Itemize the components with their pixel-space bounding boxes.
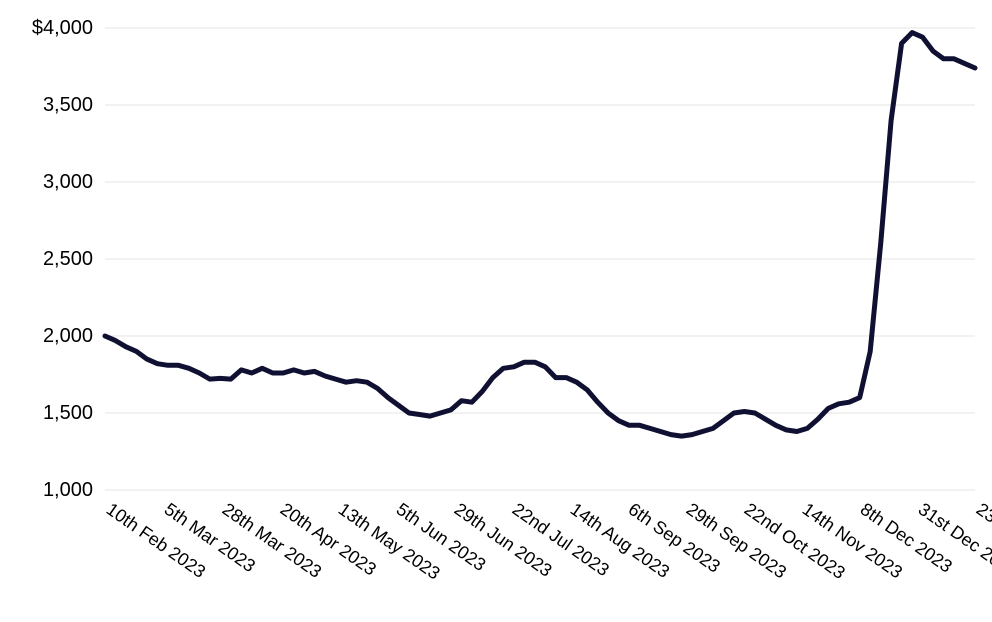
x-tick-label: 29th Sep 2023: [683, 499, 790, 583]
y-tick-label: 1,000: [43, 479, 93, 501]
x-tick-label: 28th Mar 2023: [219, 499, 326, 582]
chart-svg: 1,000 1,500 2,000 2,500 3,000 3,500 $4,000 10th…: [0, 0, 992, 622]
y-tick-label: $4,000: [32, 17, 93, 39]
x-tick-label: 22nd Oct 2023: [741, 499, 849, 583]
price-series-line: [105, 33, 975, 437]
line-chart: 1,000 1,500 2,000 2,500 3,000 3,500 $4,000 10th…: [0, 0, 992, 622]
x-tick-label: 14th Nov 2023: [799, 499, 906, 583]
y-tick-label: 3,000: [43, 171, 93, 193]
y-tick-label: 2,000: [43, 325, 93, 347]
y-tick-label: 1,500: [43, 402, 93, 424]
x-tick-label: 13th May 2023: [335, 499, 444, 584]
y-tick-label: 2,500: [43, 248, 93, 270]
y-tick-label: 3,500: [43, 94, 93, 116]
x-tick-label: 29th Jun 2023: [451, 499, 556, 581]
x-tick-label: 14th Aug 2023: [567, 499, 674, 582]
x-tick-label: 10th Feb 2023: [103, 499, 210, 582]
